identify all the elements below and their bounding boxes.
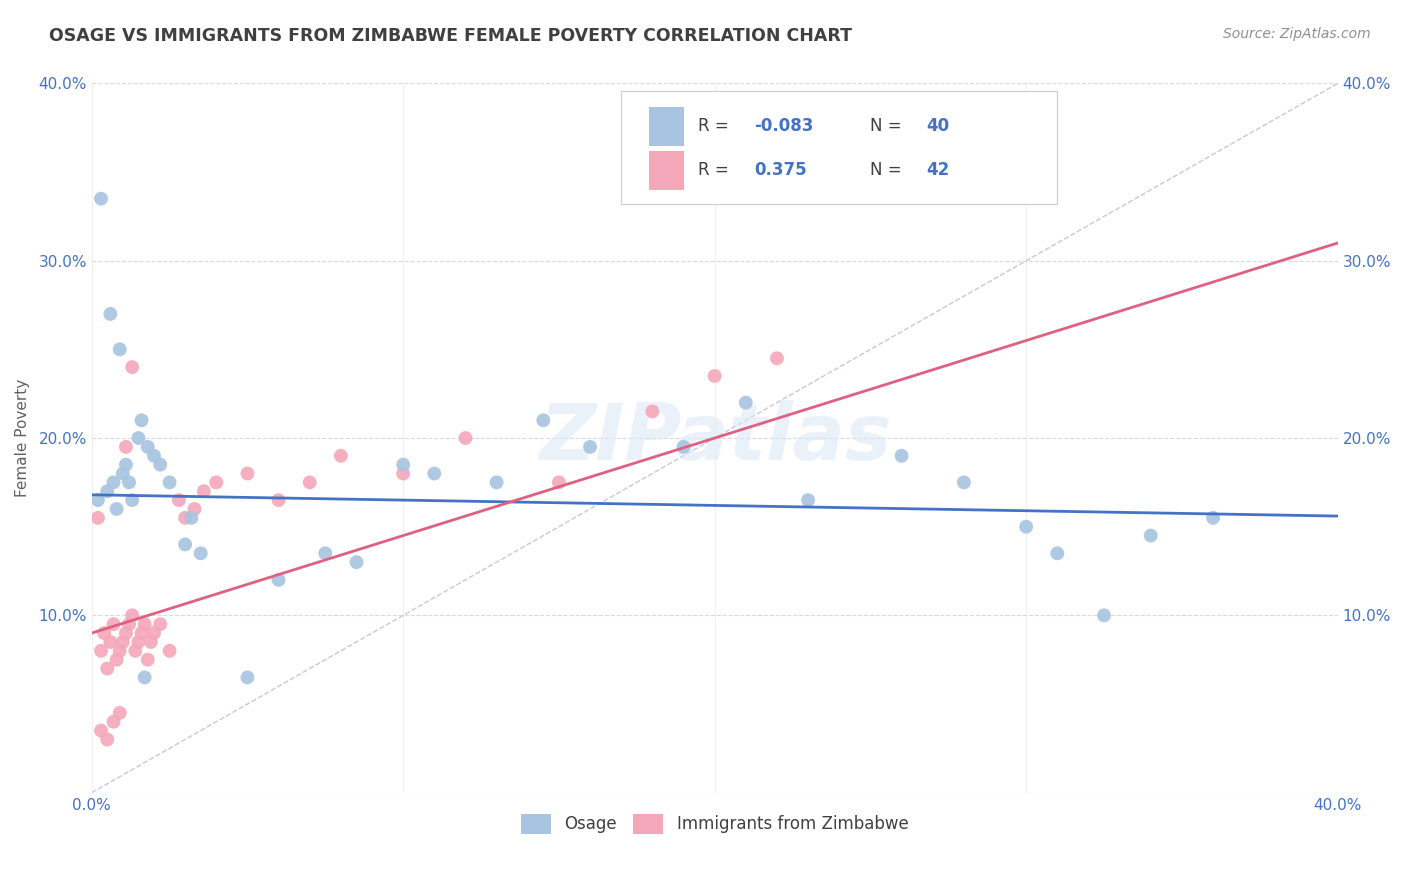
- Text: 42: 42: [927, 161, 949, 179]
- Bar: [648, 151, 683, 190]
- Point: [103, 714, 125, 729]
- Point: [159, 644, 181, 658]
- Point: [149, 617, 172, 632]
- Point: [183, 502, 205, 516]
- Point: [96, 661, 118, 675]
- Point: [121, 493, 143, 508]
- Point: [124, 644, 146, 658]
- Point: [115, 458, 138, 472]
- Point: [329, 449, 352, 463]
- Point: [953, 475, 976, 490]
- Text: N =: N =: [870, 118, 907, 136]
- Point: [579, 440, 602, 454]
- Point: [190, 546, 212, 560]
- Bar: [648, 107, 683, 146]
- Point: [236, 467, 259, 481]
- Point: [108, 343, 131, 357]
- Point: [159, 475, 181, 490]
- Point: [267, 573, 290, 587]
- Point: [96, 732, 118, 747]
- Point: [127, 635, 149, 649]
- Point: [1202, 511, 1225, 525]
- Point: [734, 395, 756, 409]
- Point: [1015, 519, 1038, 533]
- Point: [641, 404, 664, 418]
- Point: [392, 467, 415, 481]
- Point: [121, 360, 143, 375]
- Point: [485, 475, 508, 490]
- Point: [108, 644, 131, 658]
- Point: [766, 351, 789, 366]
- Text: Source: ZipAtlas.com: Source: ZipAtlas.com: [1223, 27, 1371, 41]
- Point: [115, 440, 138, 454]
- Point: [703, 369, 725, 384]
- Point: [103, 475, 125, 490]
- Point: [93, 626, 115, 640]
- Text: 40: 40: [927, 118, 949, 136]
- Point: [531, 413, 554, 427]
- Point: [1092, 608, 1115, 623]
- Text: OSAGE VS IMMIGRANTS FROM ZIMBABWE FEMALE POVERTY CORRELATION CHART: OSAGE VS IMMIGRANTS FROM ZIMBABWE FEMALE…: [49, 27, 852, 45]
- Point: [87, 511, 110, 525]
- Point: [136, 440, 159, 454]
- Point: [111, 635, 134, 649]
- Legend: Osage, Immigrants from Zimbabwe: Osage, Immigrants from Zimbabwe: [520, 814, 908, 834]
- Point: [96, 484, 118, 499]
- Text: 0.375: 0.375: [755, 161, 807, 179]
- Text: -0.083: -0.083: [755, 118, 814, 136]
- Point: [105, 502, 128, 516]
- Point: [136, 653, 159, 667]
- Point: [298, 475, 321, 490]
- Point: [134, 617, 156, 632]
- Point: [131, 626, 153, 640]
- Point: [127, 431, 149, 445]
- Point: [890, 449, 912, 463]
- Text: ZIPatlas: ZIPatlas: [538, 400, 891, 476]
- Point: [193, 484, 215, 499]
- Point: [346, 555, 368, 569]
- Point: [121, 608, 143, 623]
- Point: [90, 723, 112, 738]
- Point: [236, 670, 259, 684]
- Point: [672, 440, 695, 454]
- Point: [108, 706, 131, 720]
- Point: [87, 493, 110, 508]
- Point: [90, 192, 112, 206]
- Point: [111, 467, 134, 481]
- Point: [174, 537, 197, 551]
- Point: [167, 493, 190, 508]
- Point: [105, 653, 128, 667]
- FancyBboxPatch shape: [621, 90, 1057, 204]
- Point: [143, 449, 166, 463]
- Point: [205, 475, 228, 490]
- Point: [139, 635, 162, 649]
- Point: [149, 458, 172, 472]
- Point: [797, 493, 820, 508]
- Point: [103, 617, 125, 632]
- Point: [454, 431, 477, 445]
- Point: [134, 670, 156, 684]
- Point: [392, 458, 415, 472]
- Point: [90, 644, 112, 658]
- Point: [314, 546, 336, 560]
- Point: [267, 493, 290, 508]
- Point: [180, 511, 202, 525]
- Y-axis label: Female Poverty: Female Poverty: [15, 379, 30, 497]
- Point: [115, 626, 138, 640]
- Point: [118, 475, 141, 490]
- Point: [100, 635, 122, 649]
- Point: [423, 467, 446, 481]
- Text: R =: R =: [699, 161, 734, 179]
- Point: [1139, 528, 1161, 542]
- Text: R =: R =: [699, 118, 734, 136]
- Point: [118, 617, 141, 632]
- Point: [548, 475, 571, 490]
- Text: N =: N =: [870, 161, 907, 179]
- Point: [143, 626, 166, 640]
- Point: [1046, 546, 1069, 560]
- Point: [174, 511, 197, 525]
- Point: [100, 307, 122, 321]
- Point: [131, 413, 153, 427]
